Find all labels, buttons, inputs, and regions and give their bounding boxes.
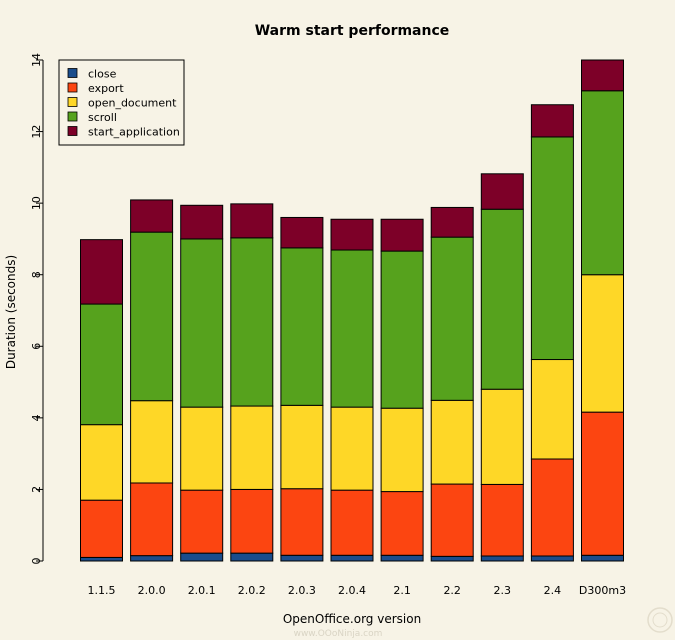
x-tick-label: 2.0.0 <box>138 584 166 597</box>
bar-segment-start_application <box>581 59 624 92</box>
bar-segment-open_document <box>180 406 224 491</box>
x-axis-label: OpenOffice.org version <box>283 612 421 626</box>
bar-segment-export <box>130 482 174 557</box>
legend-label-scroll: scroll <box>88 111 117 124</box>
bar-segment-close <box>430 555 474 562</box>
bar-segment-scroll <box>380 250 424 409</box>
bar-segment-export <box>530 458 574 557</box>
bar-segment-close <box>280 554 324 562</box>
bar-segment-open_document <box>130 400 174 484</box>
bar-segment-close <box>180 552 224 562</box>
y-tick-label: 0 <box>30 558 43 565</box>
bar-segment-export <box>330 489 374 556</box>
y-tick-label: 2 <box>30 486 43 493</box>
bar-segment-scroll <box>430 236 474 401</box>
bar-segment-open_document <box>380 407 424 493</box>
x-tick-label: D300m3 <box>579 584 626 597</box>
legend-swatch-open_document <box>67 97 78 107</box>
bar-segment-export <box>180 489 224 554</box>
x-tick-label: 2.3 <box>494 584 512 597</box>
x-tick-label: 2.0.2 <box>238 584 266 597</box>
bar-segment-start_application <box>530 104 574 138</box>
y-tick-label: 4 <box>30 414 43 421</box>
bar-segment-export <box>280 488 324 556</box>
legend-swatch-close <box>67 68 78 78</box>
bar-segment-close <box>530 555 574 562</box>
bar-segment-start_application <box>180 204 224 240</box>
legend-label-export: export <box>88 82 124 95</box>
y-axis: 0 2 4 6 8 10 12 14 <box>30 53 44 565</box>
bar-segment-close <box>581 554 624 562</box>
bar-segment-open_document <box>530 359 574 460</box>
bar-segment-start_application <box>280 216 324 249</box>
bar-segment-close <box>480 555 524 562</box>
bar-segment-export <box>230 488 274 554</box>
bar-segment-close <box>330 554 374 562</box>
x-tick-label: 1.1.5 <box>88 584 116 597</box>
bar-segment-scroll <box>530 136 574 361</box>
bar-segment-close <box>230 552 274 562</box>
bar-segment-open_document <box>230 405 274 490</box>
y-tick-label: 12 <box>30 125 43 139</box>
bar-segment-open_document <box>280 404 324 490</box>
bar-segment-export <box>380 491 424 556</box>
x-tick-label: 2.2 <box>443 584 461 597</box>
bar-segment-scroll <box>280 247 324 406</box>
x-tick-label: 2.0.3 <box>288 584 316 597</box>
bar-segment-open_document <box>430 399 474 485</box>
bars <box>80 59 624 562</box>
bar-segment-start_application <box>330 218 374 251</box>
x-tick-labels: 1.1.5 2.0.0 2.0.1 2.0.2 2.0.3 2.0.4 2.1 2.2 2.3 2… <box>88 584 627 597</box>
legend-label-open_document: open_document <box>88 97 177 110</box>
bar-segment-scroll <box>581 90 624 276</box>
bar-segment-close <box>130 555 174 562</box>
legend-swatch-scroll <box>67 111 78 122</box>
y-tick-label: 6 <box>30 343 43 350</box>
ninja-logo-icon <box>647 607 673 633</box>
y-tick-label: 14 <box>30 53 43 67</box>
bar-segment-export <box>581 411 624 556</box>
x-tick-label: 2.4 <box>544 584 562 597</box>
x-tick-label: 2.0.1 <box>188 584 216 597</box>
legend-swatch-export <box>67 82 78 93</box>
x-tick-label: 2.1 <box>393 584 411 597</box>
bar-segment-export <box>430 483 474 557</box>
bar-segment-start_application <box>380 218 424 252</box>
bar-segment-open_document <box>581 274 624 413</box>
y-tick-label: 8 <box>30 271 43 278</box>
bar-segment-start_application <box>80 239 123 305</box>
bar-segment-scroll <box>230 237 274 407</box>
bar-segment-open_document <box>330 406 374 491</box>
bar-segment-close <box>80 556 123 562</box>
chart-title: Warm start performance <box>255 23 450 39</box>
y-axis-label: Duration (seconds) <box>4 255 18 369</box>
bar-segment-scroll <box>130 231 174 402</box>
legend-label-close: close <box>88 68 117 81</box>
bar-segment-start_application <box>230 203 274 239</box>
bar-segment-close <box>380 554 424 562</box>
bar-segment-scroll <box>180 238 224 408</box>
bar-segment-scroll <box>80 303 123 426</box>
bar-segment-open_document <box>480 388 524 485</box>
bar-segment-start_application <box>480 173 524 210</box>
y-tick-label: 10 <box>30 196 43 210</box>
bar-segment-open_document <box>80 424 123 501</box>
bar-segment-export <box>480 483 524 557</box>
legend-swatch-start_application <box>67 126 78 136</box>
bar-segment-start_application <box>430 206 474 238</box>
bar-segment-start_application <box>130 199 174 233</box>
watermark-text: www.OOoNinja.com <box>294 629 383 639</box>
legend-label-start_application: start_application <box>88 126 180 139</box>
x-tick-label: 2.0.4 <box>338 584 366 597</box>
legend-box <box>58 59 185 146</box>
bar-segment-scroll <box>330 249 374 408</box>
bar-segment-scroll <box>480 208 524 390</box>
bar-segment-export <box>80 499 123 558</box>
